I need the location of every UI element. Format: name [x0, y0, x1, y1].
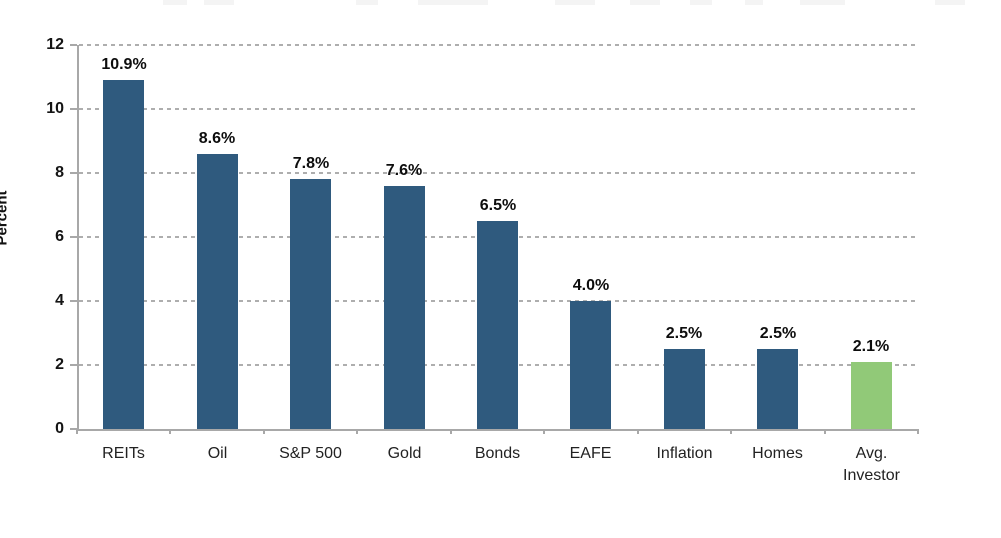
y-axis-line — [77, 45, 79, 429]
y-axis-tick-labels: 0 2 4 6 8 10 12 — [0, 36, 64, 437]
plot-area: 10.9% 8.6% 7.8% 7.6% 6.5% 4.0% 2.5% 2.5% 2.1% — [70, 44, 919, 434]
x-axis-tick — [169, 429, 171, 434]
gridline — [79, 172, 918, 174]
category-label: EAFE — [569, 445, 612, 462]
category-label: S&P 500 — [279, 445, 342, 462]
bar-value-label: 6.5% — [479, 197, 517, 214]
y-tick-label: 0 — [55, 420, 64, 437]
y-axis-tick — [70, 364, 77, 366]
bar — [851, 362, 892, 429]
cropped-title-remnant — [745, 0, 763, 5]
bar-value-label: 7.8% — [292, 155, 330, 172]
x-axis-tick — [263, 429, 265, 434]
y-axis-tick — [70, 236, 77, 238]
cropped-title-remnant — [690, 0, 712, 5]
y-tick-label: 8 — [55, 164, 64, 181]
bar-value-label: 7.6% — [385, 162, 423, 179]
x-axis-tick — [543, 429, 545, 434]
bar — [103, 80, 144, 429]
bar-value-label: 8.6% — [198, 130, 236, 147]
y-axis-tick — [70, 108, 77, 110]
category-label: Inflation — [656, 445, 713, 462]
category-label: Gold — [387, 445, 422, 462]
x-axis-tick — [730, 429, 732, 434]
cropped-title-remnant — [418, 0, 488, 5]
gridline — [79, 108, 918, 110]
y-axis-tick — [70, 172, 77, 174]
y-tick-label: 2 — [55, 356, 64, 373]
gridline — [79, 44, 918, 46]
x-axis-tick — [637, 429, 639, 434]
x-axis-tick — [356, 429, 358, 434]
bar-value-label: 2.5% — [759, 325, 797, 342]
x-axis-tick — [76, 429, 78, 434]
bar — [477, 221, 518, 429]
y-tick-label: 10 — [46, 100, 64, 117]
bar-value-label: 4.0% — [572, 277, 610, 294]
bar-value-label: 2.1% — [852, 338, 890, 355]
bar — [757, 349, 798, 429]
bar — [290, 179, 331, 429]
category-label: Bonds — [474, 445, 521, 462]
cropped-title-remnant — [555, 0, 595, 5]
bar — [570, 301, 611, 429]
cropped-title-remnant — [163, 0, 187, 5]
category-label: Homes — [752, 445, 803, 462]
y-axis-tick — [70, 300, 77, 302]
category-label: Oil — [207, 445, 228, 462]
y-tick-label: 6 — [55, 228, 64, 245]
bar-value-label: 10.9% — [101, 56, 147, 73]
x-axis-tick — [917, 429, 919, 434]
bar — [664, 349, 705, 429]
bar-value-label: 2.5% — [665, 325, 703, 342]
bar — [197, 154, 238, 429]
cropped-title-remnant — [800, 0, 845, 5]
category-labels-row: REITs Oil S&P 500 Gold Bonds EAFE Inflation Hom… — [77, 443, 918, 503]
cropped-title-remnant — [204, 0, 234, 5]
cropped-title-remnant — [935, 0, 965, 5]
category-label: Avg. Investor — [843, 445, 900, 484]
category-label: REITs — [102, 445, 145, 462]
bar — [384, 186, 425, 429]
y-tick-label: 4 — [55, 292, 64, 309]
cropped-title-remnant — [630, 0, 660, 5]
cropped-title-remnant — [356, 0, 378, 5]
y-axis-tick — [70, 428, 77, 430]
y-tick-label: 12 — [46, 36, 64, 53]
x-axis-baseline — [77, 429, 918, 431]
x-axis-tick — [450, 429, 452, 434]
y-axis-tick — [70, 44, 77, 46]
x-axis-tick — [824, 429, 826, 434]
